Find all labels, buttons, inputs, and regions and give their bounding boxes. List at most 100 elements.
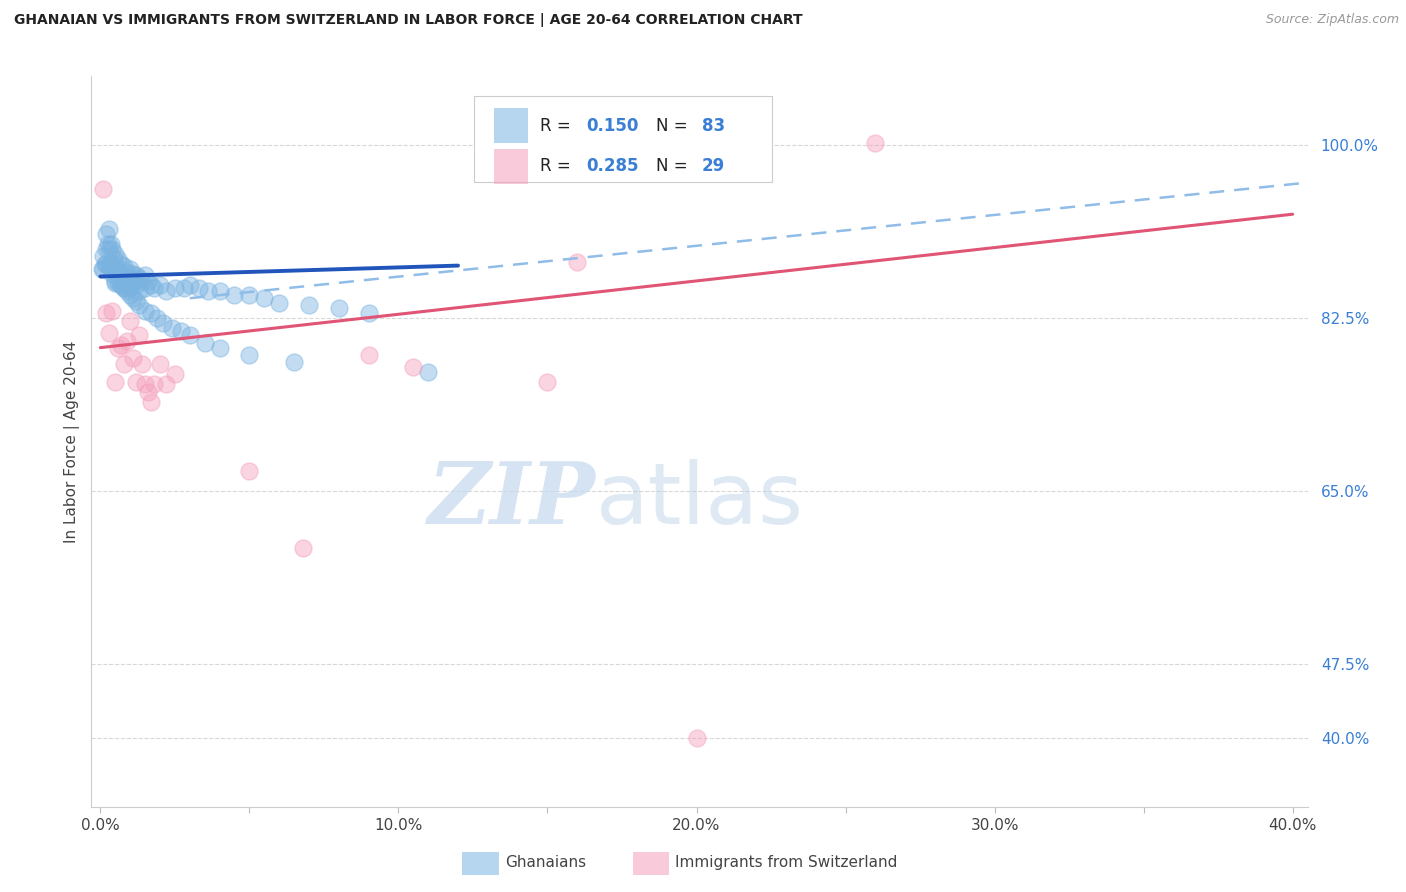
Point [134, 268, 156, 283]
Point [128, 285, 150, 299]
Point [155, 285, 177, 299]
Bar [633, 852, 669, 875]
Point [125, 294, 148, 309]
Point [112, 358, 135, 372]
Point [96, 257, 118, 271]
Point [128, 298, 150, 312]
Point [269, 296, 291, 310]
Point [134, 377, 156, 392]
Point [112, 259, 135, 273]
Point [115, 264, 138, 278]
Point [115, 285, 138, 299]
Point [91, 249, 114, 263]
Point [112, 281, 135, 295]
Point [160, 321, 183, 335]
Point [208, 341, 231, 355]
Point [865, 136, 887, 150]
Point [98, 222, 121, 236]
Point [187, 281, 209, 295]
Point [98, 242, 121, 256]
Point [110, 337, 132, 351]
Point [170, 324, 193, 338]
Text: N =: N = [655, 157, 693, 176]
Bar [463, 852, 499, 875]
Point [110, 257, 132, 271]
Point [253, 291, 276, 305]
Point [131, 358, 153, 372]
Point [94, 257, 117, 271]
Point [120, 288, 142, 302]
Point [98, 257, 121, 271]
Bar [494, 149, 529, 184]
Text: Ghanaians: Ghanaians [505, 855, 586, 870]
Point [122, 351, 145, 365]
Point [100, 236, 122, 251]
Point [101, 304, 124, 318]
Point [104, 261, 127, 276]
Point [91, 182, 114, 196]
Point [685, 731, 707, 745]
Point [115, 334, 138, 348]
Point [143, 281, 166, 295]
Point [120, 314, 142, 328]
Point [149, 358, 172, 372]
Point [104, 277, 127, 291]
Point [194, 335, 217, 350]
Text: GHANAIAN VS IMMIGRANTS FROM SWITZERLAND IN LABOR FORCE | AGE 20-64 CORRELATION C: GHANAIAN VS IMMIGRANTS FROM SWITZERLAND … [14, 13, 803, 28]
Point [107, 261, 129, 276]
Point [125, 268, 148, 283]
Point [238, 464, 260, 478]
Point [197, 285, 219, 299]
Point [152, 316, 174, 330]
Point [104, 246, 127, 260]
Text: 0.150: 0.150 [586, 117, 638, 135]
Point [146, 310, 169, 325]
Point [120, 261, 142, 276]
Text: R =: R = [540, 157, 576, 176]
Point [357, 306, 380, 320]
Point [110, 268, 132, 283]
Point [96, 306, 118, 320]
Point [122, 277, 145, 291]
Point [115, 274, 138, 288]
Point [238, 347, 260, 361]
Point [125, 278, 148, 293]
Point [179, 278, 201, 293]
Point [567, 254, 589, 268]
Text: N =: N = [655, 117, 693, 135]
Point [120, 281, 142, 295]
Point [208, 285, 231, 299]
Point [149, 278, 172, 293]
Point [155, 377, 177, 392]
Text: Source: ZipAtlas.com: Source: ZipAtlas.com [1265, 13, 1399, 27]
Point [107, 271, 129, 285]
FancyBboxPatch shape [474, 95, 772, 182]
Point [98, 326, 121, 340]
Point [96, 242, 118, 256]
Point [224, 288, 246, 302]
Point [112, 281, 135, 295]
Point [104, 274, 127, 288]
Point [125, 376, 148, 390]
Point [536, 376, 558, 390]
Point [134, 304, 156, 318]
Point [112, 268, 135, 283]
Point [139, 278, 162, 293]
Point [136, 385, 159, 400]
Y-axis label: In Labor Force | Age 20-64: In Labor Force | Age 20-64 [65, 341, 80, 542]
Point [110, 278, 132, 293]
Point [402, 360, 425, 375]
Point [91, 261, 114, 276]
Text: ZIP: ZIP [429, 458, 596, 541]
Point [122, 267, 145, 281]
Point [107, 277, 129, 291]
Text: Immigrants from Switzerland: Immigrants from Switzerland [675, 855, 897, 870]
Point [101, 267, 124, 281]
Point [328, 301, 350, 315]
Point [101, 257, 124, 271]
Point [122, 291, 145, 305]
Point [98, 259, 121, 273]
Point [120, 271, 142, 285]
Text: atlas: atlas [596, 458, 804, 541]
Text: 83: 83 [702, 117, 725, 135]
